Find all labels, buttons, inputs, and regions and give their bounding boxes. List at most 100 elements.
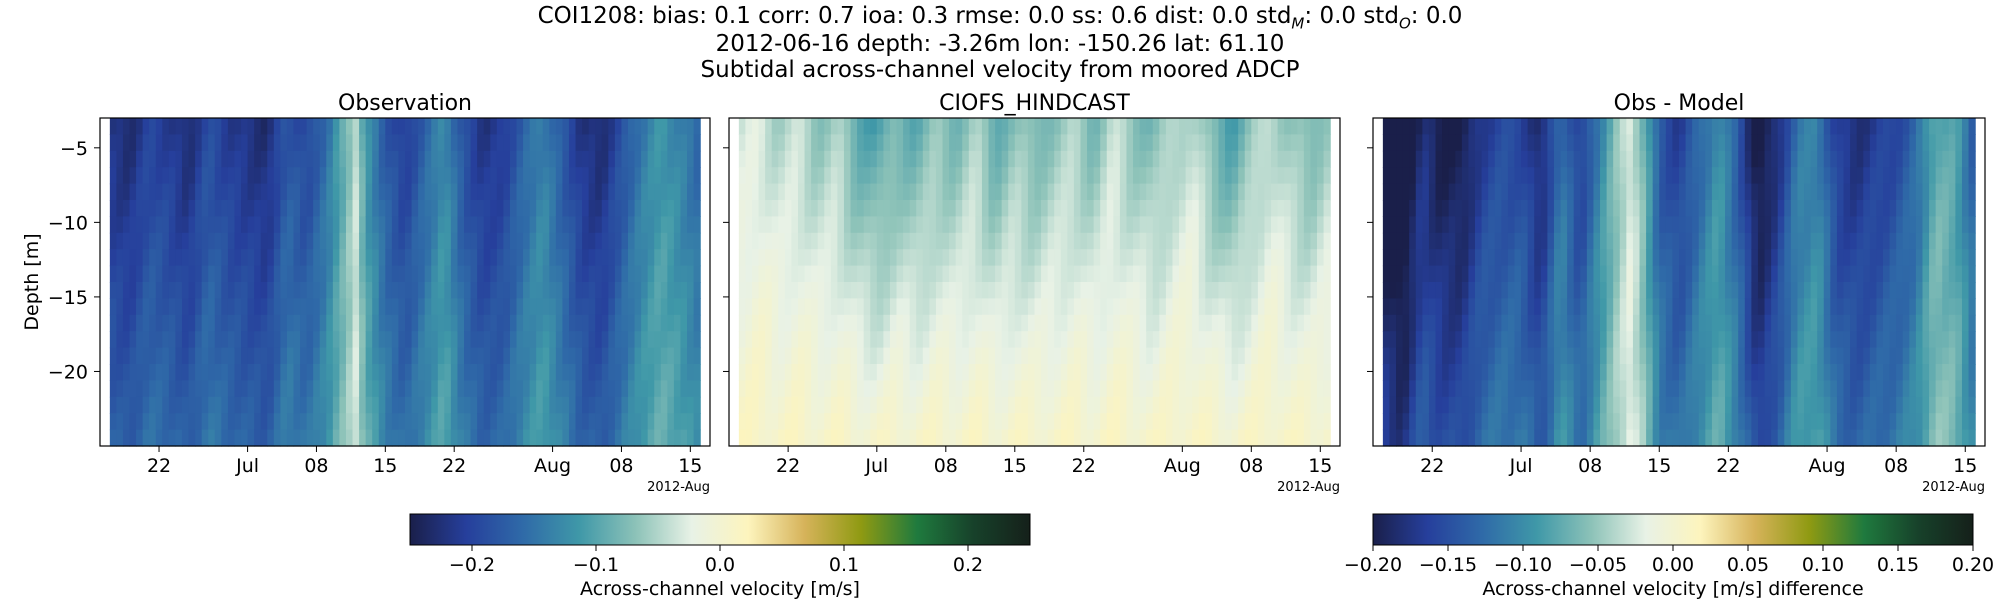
heatmap-cell (1238, 167, 1246, 185)
heatmap-cell (1244, 216, 1252, 234)
heatmap-cell (352, 183, 360, 201)
heatmap-cell (1573, 413, 1581, 431)
heatmap-cell (850, 380, 858, 398)
heatmap-cell (929, 331, 937, 349)
heatmap-cell (673, 347, 682, 365)
heatmap-cell (1461, 298, 1470, 316)
heatmap-cell (804, 216, 812, 234)
heatmap-cell (555, 396, 564, 414)
heatmap-cell (109, 347, 117, 365)
heatmap-cell (109, 118, 117, 135)
heatmap-cell (1041, 183, 1049, 201)
heatmap-cell (582, 298, 590, 316)
heatmap-cell (863, 331, 871, 349)
heatmap-cell (1257, 265, 1266, 283)
heatmap-cell (1475, 150, 1483, 168)
heatmap-cell (935, 429, 944, 447)
heatmap-cell (175, 413, 183, 431)
heatmap-cell (850, 429, 858, 447)
heatmap-cell (582, 134, 590, 152)
heatmap-cell (523, 216, 531, 234)
heatmap-cell (1659, 314, 1667, 332)
heatmap-cell (687, 118, 695, 135)
heatmap-cell (673, 265, 682, 283)
heatmap-cell (981, 347, 990, 365)
heatmap-cell (1784, 413, 1792, 431)
heatmap-cell (1428, 216, 1437, 234)
heatmap-cell (241, 347, 249, 365)
heatmap-cell (1494, 380, 1502, 398)
heatmap-cell (608, 429, 616, 447)
heatmap-cell (870, 183, 878, 201)
heatmap-cell (391, 200, 400, 217)
heatmap-cell (411, 249, 419, 267)
heatmap-cell (483, 183, 491, 201)
heatmap-cell (286, 396, 295, 414)
heatmap-cell (490, 265, 498, 283)
heatmap-cell (1277, 364, 1285, 381)
heatmap-cell (1797, 347, 1805, 365)
heatmap-cell (162, 216, 170, 234)
heatmap-cell (391, 380, 400, 398)
heatmap-cell (634, 413, 642, 431)
heatmap-cell (1257, 134, 1266, 152)
heatmap-cell (667, 347, 675, 365)
heatmap-cell (975, 265, 983, 283)
heatmap-cell (791, 183, 799, 201)
heatmap-cell (1172, 364, 1180, 381)
heatmap-cell (1264, 298, 1272, 316)
heatmap-cell (1639, 396, 1647, 414)
heatmap-cell (1685, 380, 1693, 398)
heatmap-cell (1573, 347, 1581, 365)
heatmap-cell (660, 380, 668, 398)
heatmap-cell (1100, 429, 1108, 447)
heatmap-cell (372, 380, 380, 398)
heatmap-cell (1185, 429, 1193, 447)
heatmap-cell (791, 314, 799, 332)
heatmap-cell (621, 232, 629, 250)
heatmap-cell (621, 380, 629, 398)
heatmap-cell (745, 380, 753, 398)
x-offset-label: 2012-Aug (647, 480, 710, 495)
heatmap-cell (536, 249, 544, 267)
heatmap-cell (365, 429, 373, 447)
heatmap-cell (562, 429, 570, 447)
heatmap-cell (1455, 429, 1463, 447)
heatmap-cell (1731, 183, 1739, 201)
heatmap-cell (339, 364, 347, 381)
heatmap-cell (1593, 429, 1601, 447)
heatmap-cell (641, 298, 649, 316)
heatmap-cell (1731, 200, 1739, 217)
heatmap-cell (555, 282, 564, 299)
heatmap-cell (1692, 134, 1700, 152)
heatmap-cell (817, 413, 825, 431)
heatmap-cell (477, 331, 485, 349)
heatmap-cell (1415, 314, 1423, 332)
heatmap-cell (1731, 249, 1739, 267)
heatmap-cell (608, 167, 616, 185)
heatmap-cell (929, 216, 937, 234)
heatmap-cell (175, 216, 183, 234)
heatmap-cell (975, 298, 983, 316)
heatmap-cell (1382, 167, 1391, 185)
heatmap-cell (896, 347, 904, 365)
heatmap-cell (555, 216, 564, 234)
heatmap-cell (1152, 364, 1160, 381)
heatmap-cell (955, 232, 963, 250)
heatmap-cell (909, 429, 917, 447)
heatmap-cell (1705, 314, 1713, 332)
heatmap-cell (326, 380, 334, 398)
heatmap-cell (260, 216, 268, 234)
heatmap-cell (523, 413, 531, 431)
heatmap-cell (628, 183, 636, 201)
heatmap-cell (909, 298, 917, 316)
heatmap-cell (1764, 364, 1772, 381)
heatmap-cell (365, 134, 373, 152)
heatmap-cell (1672, 364, 1680, 381)
heatmap-cell (359, 282, 367, 299)
heatmap-cell (738, 167, 747, 185)
heatmap-cell (1409, 298, 1417, 316)
heatmap-cell (1185, 183, 1193, 201)
heatmap-cell (1672, 429, 1680, 447)
heatmap-cell (1133, 216, 1141, 234)
